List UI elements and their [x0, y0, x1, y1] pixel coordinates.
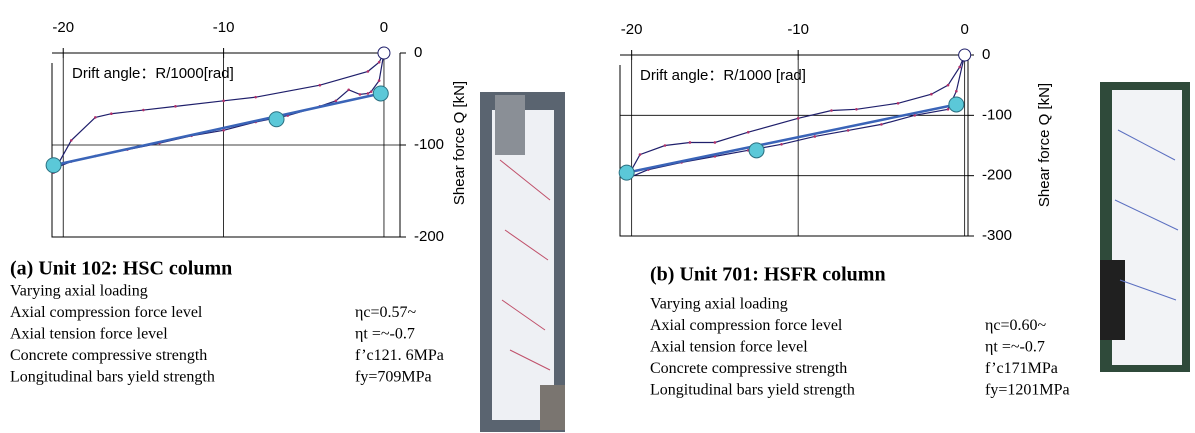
origin-point — [958, 48, 972, 62]
spec-label: Concrete compressive strength — [650, 360, 847, 377]
curve-point — [110, 112, 113, 116]
spec-value: f’c171MPa — [985, 360, 1058, 377]
curve-point — [366, 92, 370, 95]
curve-point — [880, 123, 883, 126]
x-axis-label: Drift angle：R/1000[rad] — [72, 65, 234, 82]
spec-value: ηc=0.60~ — [985, 317, 1046, 334]
spec-label: Axial tension force level — [10, 326, 168, 343]
subtitle: Varying axial loading — [650, 296, 788, 313]
curve-point — [377, 79, 381, 82]
curve-point — [855, 108, 858, 111]
x-axis-label: Drift angle：R/1000 [rad] — [640, 67, 806, 84]
y-tick-label: -300 — [982, 227, 1012, 244]
curve-point — [142, 108, 145, 112]
spec-value: fy=1201MPa — [985, 382, 1070, 399]
key-point — [268, 111, 285, 128]
curve-point — [780, 142, 783, 146]
curve-point — [946, 83, 950, 87]
spec-value: ηt =~-0.7 — [985, 339, 1045, 356]
y-tick-label: -100 — [414, 136, 444, 153]
curve-point — [796, 117, 800, 120]
y-tick-label: -100 — [982, 106, 1012, 123]
x-tick-label: -10 — [213, 19, 235, 36]
x-tick-label: 0 — [380, 19, 388, 36]
curve-point — [369, 90, 373, 93]
curve-point — [688, 141, 692, 144]
spec-label: Axial tension force level — [650, 339, 808, 356]
photo-a — [480, 92, 565, 432]
key-point — [748, 142, 765, 159]
curve-point — [377, 60, 381, 64]
curve-point — [713, 141, 717, 144]
curve-point — [663, 144, 667, 147]
spec-label: Longitudinal bars yield strength — [10, 369, 215, 386]
origin-point — [377, 46, 391, 60]
spec-value: f’c121. 6MPa — [355, 347, 444, 364]
spec-value: ηt =~-0.7 — [355, 326, 415, 343]
y-tick-label: -200 — [982, 167, 1012, 184]
curve-point — [222, 128, 225, 132]
curve-point — [254, 95, 257, 99]
plot-frame — [619, 55, 969, 237]
curve-point — [318, 83, 322, 87]
curve-point — [946, 108, 950, 111]
subtitle: Varying axial loading — [10, 283, 148, 300]
curve-point — [358, 93, 362, 96]
curve-point — [366, 70, 370, 73]
key-point — [45, 157, 62, 174]
caption: (b) Unit 701: HSFR column — [650, 264, 886, 286]
curve-point — [93, 116, 97, 119]
y-tick-label: 0 — [414, 44, 422, 61]
photo-b — [1100, 82, 1190, 372]
curve-point — [913, 114, 917, 117]
curve-point — [958, 65, 961, 69]
x-tick-label: -20 — [621, 21, 643, 38]
x-tick-label: 0 — [960, 21, 968, 38]
curve-point — [746, 130, 750, 134]
curve-point — [896, 101, 900, 105]
curve-point — [813, 135, 817, 138]
caption: (a) Unit 102: HSC column — [10, 258, 232, 280]
y-axis-label: Shear force Q [kN] — [1036, 83, 1053, 207]
spec-value: fy=709MPa — [355, 369, 432, 386]
spec-label: Axial compression force level — [650, 317, 843, 334]
y-tick-label: 0 — [982, 46, 990, 63]
curve-point — [334, 99, 338, 103]
curve-point — [846, 129, 850, 132]
curve-point — [930, 92, 933, 96]
x-tick-label: -10 — [787, 21, 809, 38]
curve-point — [638, 153, 642, 156]
curve-point — [830, 109, 833, 112]
fit-line — [626, 103, 957, 174]
curve-point — [174, 105, 177, 108]
curve-point — [222, 99, 225, 103]
key-point — [618, 164, 635, 181]
curve-point — [955, 89, 958, 93]
spec-label: Axial compression force level — [10, 304, 203, 321]
spec-label: Longitudinal bars yield strength — [650, 382, 855, 399]
fit-line — [53, 92, 382, 167]
key-point — [372, 85, 389, 102]
curve-point — [69, 139, 73, 142]
y-tick-label: -200 — [414, 228, 444, 245]
key-point — [948, 96, 965, 113]
y-axis-label: Shear force Q [kN] — [451, 81, 468, 205]
spec-label: Concrete compressive strength — [10, 347, 207, 364]
spec-value: ηc=0.57~ — [355, 304, 416, 321]
curve-point — [347, 88, 350, 92]
x-tick-label: -20 — [52, 19, 74, 36]
